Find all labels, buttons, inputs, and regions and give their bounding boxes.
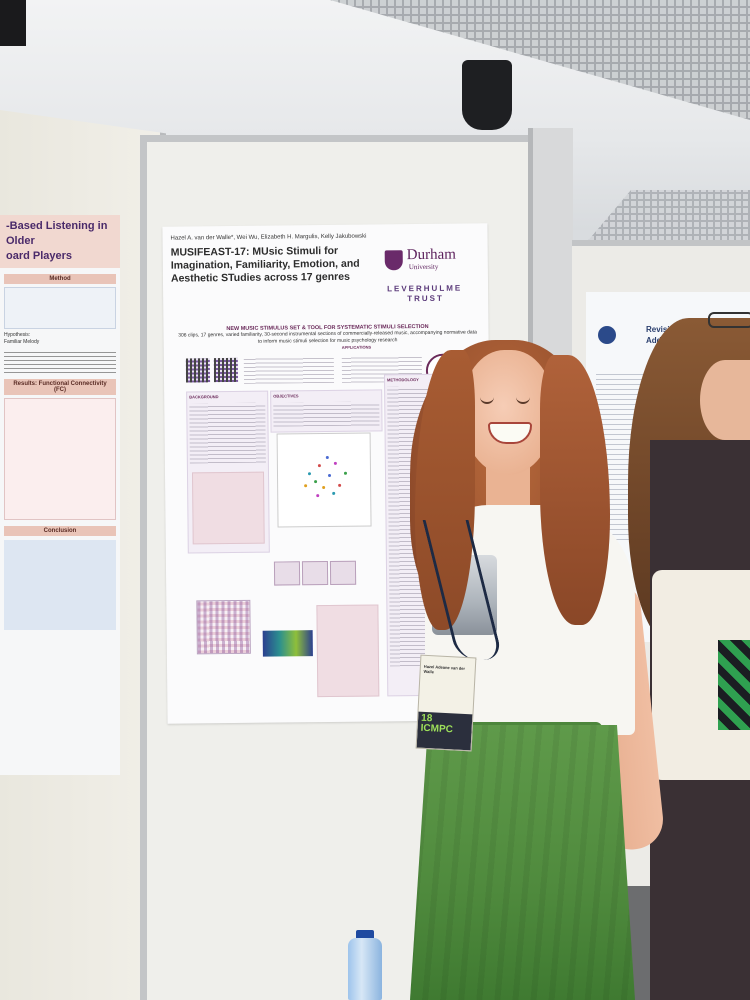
presenter-hair-left [415,350,475,630]
left-poster-melody-label: Familiar Melody [4,339,40,345]
eye-icon [480,397,494,404]
objectives-heading: OBJECTIVES [273,393,299,399]
durham-crest-icon [384,250,403,271]
scatter-dot [332,491,336,495]
poster-banner-subtitle: 306 clips, 17 genres, varied familiarity… [178,329,477,345]
badge-name: Hazel Adeane van der Walle [423,664,471,676]
heatmap-bar [262,630,313,657]
badge-conference-logo: 18 ICMPC [416,711,473,751]
spotlight [462,60,512,130]
results-pink-box [316,604,380,698]
durham-logo-text: Durham [406,246,456,264]
poster-banner: NEW MUSIC STIMULUS SET & TOOL FOR SYSTEM… [177,323,477,346]
background-heading: BACKGROUND [189,394,219,400]
background-column: BACKGROUND [186,390,270,554]
name-badge: Hazel Adeane van der Walle 18 ICMPC [415,654,477,752]
left-poster-results-figure [4,398,116,520]
scatter-dot [333,461,337,465]
poster-header: Hazel A. van der Walle*, Wei Wu, Elizabe… [170,232,391,285]
poster-title: MUSIFEAST-17: MUsic Stimuli for Imaginat… [170,244,360,285]
left-poster-title: -Based Listening in Older oard Players [0,215,120,268]
mini-figure [329,560,357,585]
far-poster-logo [598,326,616,344]
scatter-dot [328,473,332,477]
leverhulme-logo-line1: LEVERHULME [387,283,463,294]
objectives-text [273,401,380,427]
objectives-box: OBJECTIVES [270,389,383,433]
scatter-dot [316,494,320,498]
scatter-dot [325,455,329,460]
left-poster-conclusion-box [4,540,116,630]
left-poster-conclusion-heading: Conclusion [4,526,116,536]
left-poster: -Based Listening in Older oard Players M… [0,215,120,775]
poster-authors: Hazel A. van der Walle*, Wei Wu, Elizabe… [170,233,367,242]
poster-access-text [243,356,335,384]
badge-conference: ICMPC [420,722,454,736]
qr-code-icon [185,358,211,383]
applications-heading: APPLICATIONS [341,344,372,350]
left-poster-method-heading: Method [4,274,116,284]
scatter-dot [338,483,342,487]
qr-code-icon [213,357,239,383]
correlation-matrix [196,599,251,655]
left-poster-hypothesis: Hypothesis: [4,332,31,338]
glasses-icon [708,312,750,328]
left-poster-method-box [4,287,116,329]
background-text [189,402,266,464]
scatter-dot [343,471,348,475]
second-person-face [700,360,750,440]
badge-name-text: Hazel Adeane van der Walle [423,663,466,675]
presenter-face [462,350,554,475]
background-highlight [191,471,265,545]
presenter-skirt [410,725,635,1000]
scatter-dot [314,480,318,484]
mini-figure [273,561,301,586]
eye-icon [516,397,530,404]
scatter-dot [307,472,312,476]
scatter-dot [322,486,326,490]
tote-bag-print [718,640,750,730]
scatter-dot [317,464,321,468]
mini-figure [301,561,329,586]
water-bottle [348,938,382,1000]
scatter-plot [276,432,372,528]
spotlight-left [0,0,26,46]
scatter-dot [304,484,308,488]
left-poster-score [4,349,116,373]
left-poster-results-heading: Results: Functional Connectivity (FC) [4,379,116,395]
durham-logo-subtext: University [408,262,439,272]
leverhulme-logo-line2: TRUST [407,293,444,304]
